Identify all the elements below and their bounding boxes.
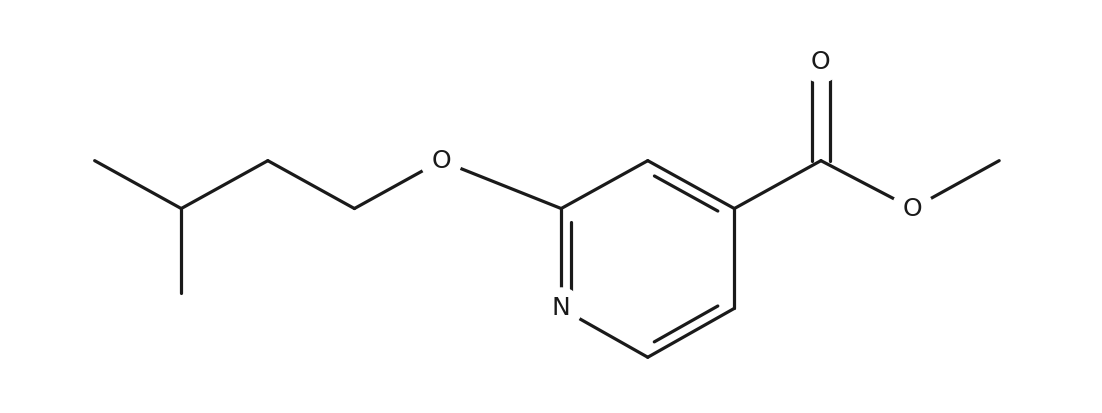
- Text: N: N: [552, 297, 571, 320]
- Circle shape: [421, 140, 462, 181]
- Text: O: O: [903, 197, 922, 221]
- Circle shape: [893, 188, 933, 229]
- Text: O: O: [431, 149, 451, 173]
- Text: O: O: [811, 50, 831, 74]
- Circle shape: [541, 288, 582, 329]
- Circle shape: [800, 41, 841, 82]
